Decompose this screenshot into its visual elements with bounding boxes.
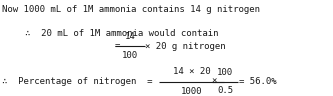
Text: 100: 100 [217,68,233,77]
Text: 100: 100 [122,51,138,60]
Text: ×: × [211,77,217,86]
Text: ∴  20 mL of 1M ammonia would contain: ∴ 20 mL of 1M ammonia would contain [25,29,218,38]
Text: ∴  Percentage of nitrogen  =: ∴ Percentage of nitrogen = [2,77,152,86]
Text: Now 1000 mL of 1M ammonia contains 14 g nitrogen: Now 1000 mL of 1M ammonia contains 14 g … [2,5,260,14]
Text: 1000: 1000 [181,87,202,96]
Text: = 56.0%: = 56.0% [239,77,277,86]
Text: 0.5: 0.5 [217,86,233,95]
Text: 14: 14 [125,32,135,41]
Text: × 20 g nitrogen: × 20 g nitrogen [145,42,225,51]
Text: =: = [115,42,120,51]
Text: 14 × 20: 14 × 20 [173,67,210,76]
